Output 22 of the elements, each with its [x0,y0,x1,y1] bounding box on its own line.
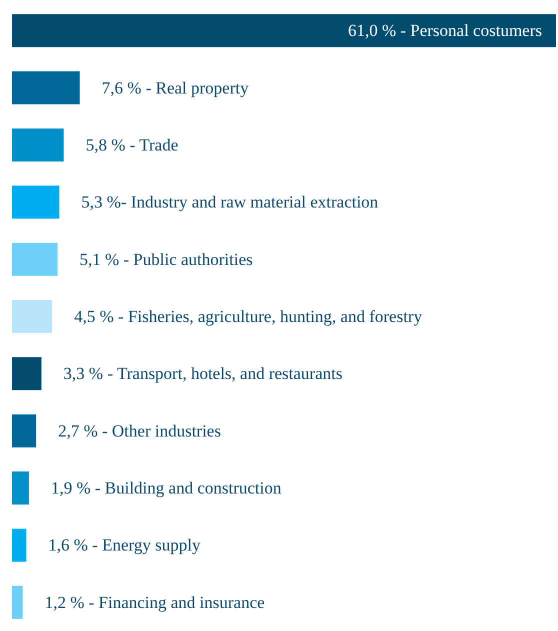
bar [12,242,58,276]
data-label: 4,5 % - Fisheries, agriculture, hunting, and forestry [74,307,423,326]
data-label: 2,7 % - Other industries [58,421,221,440]
data-label: 5,3 %- Industry and raw material extraction [81,192,379,212]
data-label: 5,1 % - Public authorities [79,250,253,269]
data-label: 5,8 % - Trade [86,135,178,154]
data-label: 1,6 % - Energy supply [48,536,201,555]
bar [12,128,64,162]
bar [12,414,36,448]
data-label: 7,6 % - Real property [102,78,250,98]
bar [12,472,29,505]
bar [12,357,42,390]
bar [12,586,23,619]
bar [12,71,80,104]
bar [12,300,52,333]
bar [12,528,26,562]
data-label: 1,9 % - Building and construction [50,478,282,498]
data-label: 1,2 % - Financing and insurance [44,592,265,612]
bar [12,14,556,48]
bar [12,186,60,219]
data-label: 61,0 % - Personal costumers [348,21,542,40]
data-label: 3,3 % - Transport, hotels, and restaurants [63,364,342,384]
